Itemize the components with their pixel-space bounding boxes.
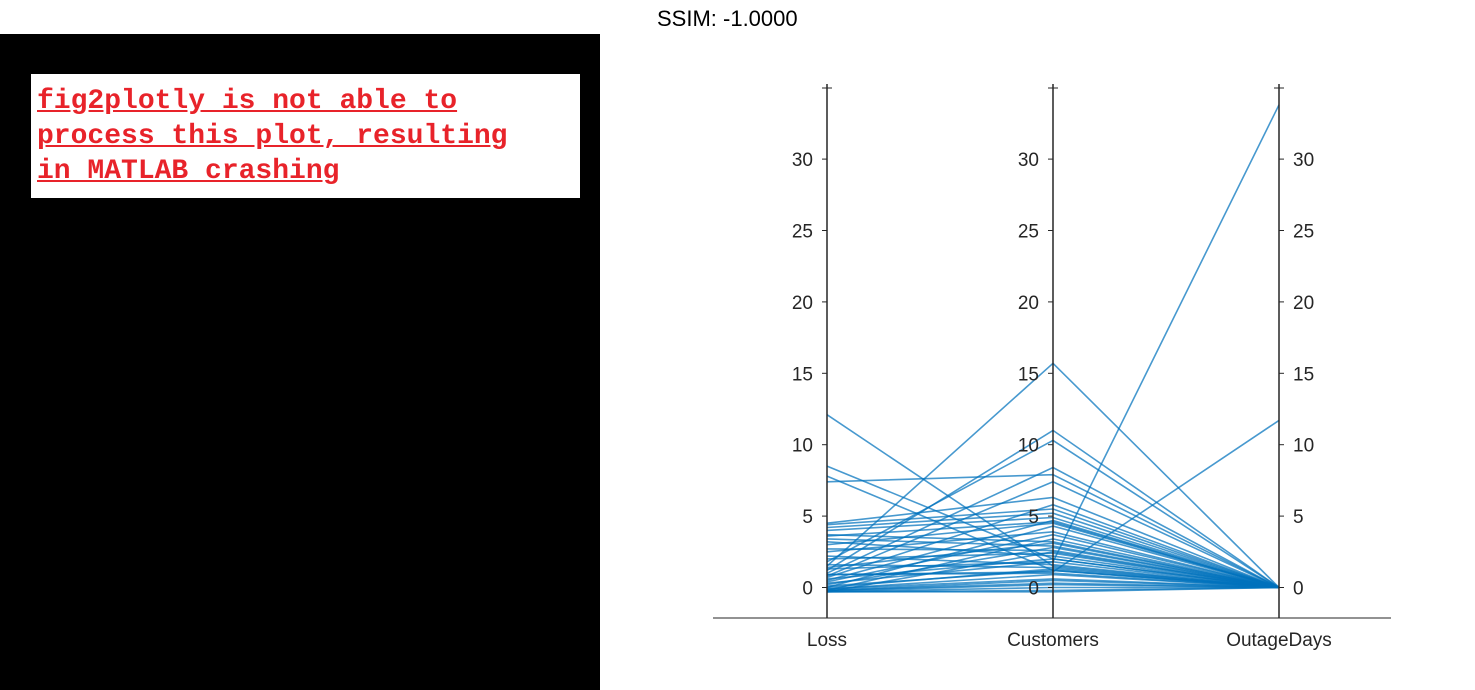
- error-message: fig2plotly is not able to process this p…: [37, 86, 508, 187]
- tick-label-loss-10: 10: [792, 436, 813, 457]
- tick-label-loss-0: 0: [802, 579, 813, 600]
- chart-title: SSIM: -1.0000: [657, 6, 798, 31]
- tick-label-customers-30: 30: [1018, 150, 1039, 171]
- tick-label-loss-20: 20: [792, 293, 813, 314]
- tick-label-customers-20: 20: [1018, 293, 1039, 314]
- axis-label-customers: Customers: [1007, 630, 1099, 651]
- tick-label-outagedays-25: 25: [1293, 222, 1314, 243]
- tick-label-customers-5: 5: [1028, 507, 1039, 528]
- tick-label-outagedays-15: 15: [1293, 364, 1314, 385]
- tick-label-outagedays-10: 10: [1293, 436, 1314, 457]
- tick-label-loss-15: 15: [792, 364, 813, 385]
- tick-label-outagedays-0: 0: [1293, 579, 1304, 600]
- axis-label-loss: Loss: [807, 630, 847, 651]
- tick-label-outagedays-20: 20: [1293, 293, 1314, 314]
- tick-label-customers-10: 10: [1018, 436, 1039, 457]
- tick-label-outagedays-30: 30: [1293, 150, 1314, 171]
- tick-label-customers-15: 15: [1018, 364, 1039, 385]
- tick-label-outagedays-5: 5: [1293, 507, 1304, 528]
- tick-label-loss-5: 5: [802, 507, 813, 528]
- tick-label-customers-0: 0: [1028, 579, 1039, 600]
- error-panel: fig2plotly is not able to process this p…: [0, 34, 600, 690]
- tick-label-customers-25: 25: [1018, 222, 1039, 243]
- tick-label-loss-30: 30: [792, 150, 813, 171]
- axis-label-outagedays: OutageDays: [1226, 630, 1332, 651]
- error-message-box: fig2plotly is not able to process this p…: [31, 74, 580, 198]
- tick-label-loss-25: 25: [792, 222, 813, 243]
